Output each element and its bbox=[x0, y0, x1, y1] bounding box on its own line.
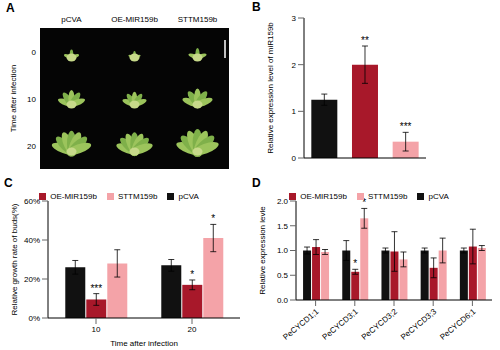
svg-text:1.0: 1.0 bbox=[277, 246, 289, 255]
svg-text:10: 10 bbox=[27, 95, 36, 104]
svg-text:PeCYCD1;1: PeCYCD1;1 bbox=[281, 307, 321, 342]
svg-text:1: 1 bbox=[292, 107, 297, 116]
svg-text:*: * bbox=[353, 258, 357, 269]
svg-text:Relative growth rate of buds(%: Relative growth rate of buds(%) bbox=[10, 203, 19, 315]
svg-text:Time after infection: Time after infection bbox=[9, 65, 18, 133]
svg-text:*: * bbox=[362, 197, 366, 208]
svg-text:10: 10 bbox=[92, 325, 101, 334]
html-text:C: C bbox=[4, 176, 13, 190]
svg-text:***: *** bbox=[90, 283, 102, 294]
html-text:STTM159b: STTM159b bbox=[367, 192, 408, 201]
svg-text:1.5: 1.5 bbox=[277, 222, 289, 231]
html-text:pCVA: pCVA bbox=[178, 192, 199, 201]
svg-text:***: *** bbox=[400, 121, 412, 132]
svg-text:20: 20 bbox=[188, 325, 197, 334]
svg-text:3: 3 bbox=[292, 14, 297, 23]
svg-text:A: A bbox=[6, 1, 15, 15]
svg-text:60%: 60% bbox=[24, 197, 40, 206]
svg-text:0.5: 0.5 bbox=[277, 271, 289, 280]
svg-text:20%: 20% bbox=[24, 275, 40, 284]
svg-text:pCVA: pCVA bbox=[61, 15, 82, 24]
svg-text:PeCYCD6;1: PeCYCD6;1 bbox=[438, 307, 478, 342]
html-text:STTM159b: STTM159b bbox=[117, 192, 158, 201]
svg-text:*: * bbox=[190, 269, 194, 280]
html-text:OE-MIR159b: OE-MIR159b bbox=[50, 192, 97, 201]
svg-text:STTM159b: STTM159b bbox=[178, 15, 218, 24]
svg-text:Relative expression level of m: Relative expression level of miR159b bbox=[266, 22, 275, 154]
svg-text:0: 0 bbox=[32, 48, 37, 57]
svg-text:Relative expression levle: Relative expression levle bbox=[258, 206, 267, 295]
svg-text:Time after infection: Time after infection bbox=[110, 339, 178, 348]
html-text:B: B bbox=[252, 0, 261, 14]
svg-text:*: * bbox=[211, 213, 215, 224]
svg-text:PeCYCD3;3: PeCYCD3;3 bbox=[399, 307, 439, 342]
svg-text:0: 0 bbox=[292, 154, 297, 163]
svg-text:2: 2 bbox=[292, 61, 297, 70]
svg-text:20: 20 bbox=[27, 142, 36, 151]
html-text:OE-MIR159b: OE-MIR159b bbox=[300, 192, 347, 201]
svg-text:OE-MIR159b: OE-MIR159b bbox=[111, 15, 158, 24]
svg-text:2.0: 2.0 bbox=[277, 197, 289, 206]
svg-text:0.0: 0.0 bbox=[277, 296, 289, 305]
svg-text:**: ** bbox=[361, 35, 369, 46]
svg-text:PeCYCD3;2: PeCYCD3;2 bbox=[360, 307, 400, 342]
svg-text:40%: 40% bbox=[24, 236, 40, 245]
svg-text:0%: 0% bbox=[28, 314, 40, 323]
svg-text:PeCYCD3;1: PeCYCD3;1 bbox=[321, 307, 361, 342]
html-text:D: D bbox=[252, 176, 261, 190]
html-text:pCVA: pCVA bbox=[428, 192, 449, 201]
